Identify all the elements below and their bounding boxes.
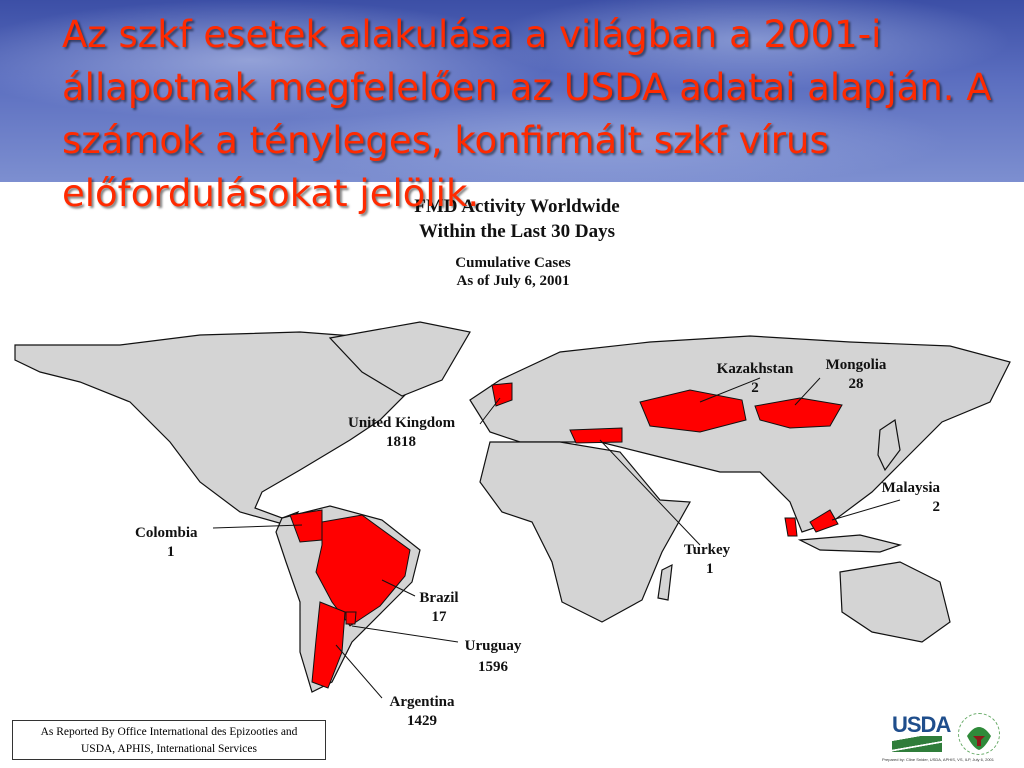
region-brazil bbox=[315, 514, 411, 627]
slide-title: Az szkf esetek alakulása a világban a 20… bbox=[62, 13, 992, 215]
label-turkey: Turkey 1 bbox=[684, 542, 731, 577]
label-uruguay: Uruguay 1596 bbox=[464, 638, 522, 675]
region-malaysia-borneo bbox=[809, 509, 839, 533]
usda-logo: USDA bbox=[892, 712, 951, 737]
usda-logo-fields bbox=[892, 736, 942, 752]
region-argentina bbox=[311, 601, 346, 689]
map-heading-2: Within the Last 30 Days bbox=[418, 221, 615, 242]
indonesia bbox=[797, 534, 903, 553]
japan bbox=[877, 418, 901, 472]
region-kazakhstan bbox=[639, 389, 747, 433]
prepared-by: Prepared by: Cline Snider, USDA, APHIS, … bbox=[882, 757, 994, 762]
greenland bbox=[328, 321, 471, 397]
madagascar bbox=[657, 563, 673, 601]
label-mongolia: Mongolia 28 bbox=[825, 357, 887, 392]
label-united-kingdom: United Kingdom 1818 bbox=[348, 415, 456, 450]
label-argentina: Argentina 1429 bbox=[389, 694, 455, 729]
region-united-kingdom bbox=[491, 382, 513, 407]
slide-background bbox=[0, 0, 1024, 182]
africa bbox=[479, 441, 691, 623]
region-mongolia bbox=[754, 397, 843, 429]
region-uruguay bbox=[345, 611, 357, 625]
region-malaysia-peninsula bbox=[784, 517, 798, 537]
label-brazil: Brazil 17 bbox=[419, 590, 459, 625]
map-heading: FMD Activity Worldwide bbox=[414, 196, 620, 217]
australia bbox=[839, 561, 951, 643]
region-turkey bbox=[569, 427, 623, 444]
label-kazakhstan: Kazakhstan 2 bbox=[716, 361, 794, 396]
label-colombia: Colombia 1 bbox=[135, 525, 198, 560]
aphis-seal-icon bbox=[958, 713, 1000, 755]
map-subheading: Cumulative Cases bbox=[455, 255, 571, 271]
leader-lines bbox=[212, 377, 901, 699]
label-malaysia: Malaysia 2 bbox=[881, 480, 940, 515]
map-date: As of July 6, 2001 bbox=[456, 273, 570, 289]
source-note: As Reported By Office International des … bbox=[12, 720, 326, 760]
